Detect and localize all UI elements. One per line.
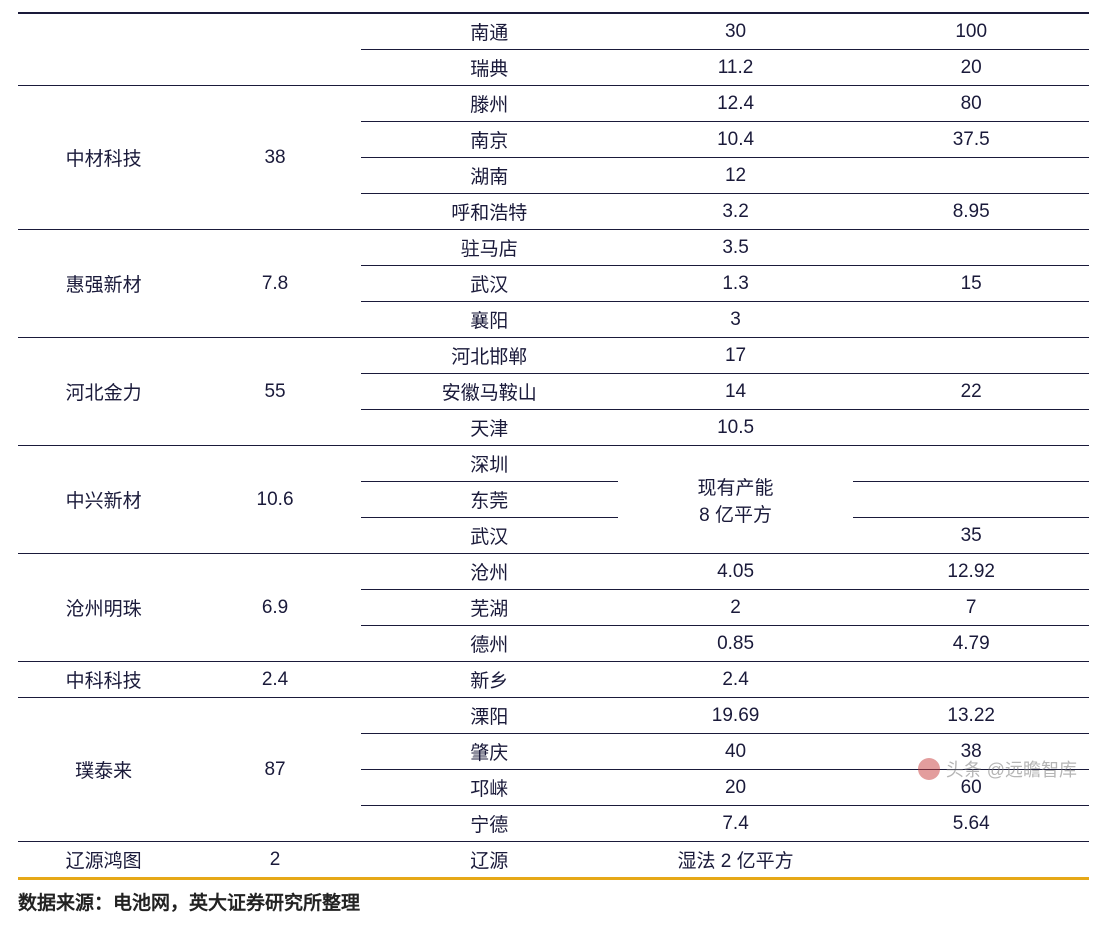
table-row: 南通30100 xyxy=(18,13,1089,50)
city-cell: 东莞 xyxy=(361,482,618,518)
city-cell: 安徽马鞍山 xyxy=(361,374,618,410)
table-row: 惠强新材7.8驻马店3.5 xyxy=(18,230,1089,266)
col5-cell: 13.22 xyxy=(853,698,1089,734)
col4-cell: 12 xyxy=(618,158,854,194)
city-cell: 辽源 xyxy=(361,842,618,879)
city-cell: 湖南 xyxy=(361,158,618,194)
col4-cell: 3.2 xyxy=(618,194,854,230)
col4-cell: 1.3 xyxy=(618,266,854,302)
city-cell: 瑞典 xyxy=(361,50,618,86)
value-cell: 6.9 xyxy=(189,554,360,662)
city-cell: 南通 xyxy=(361,13,618,50)
col5-cell: 38 xyxy=(853,734,1089,770)
city-cell: 宁德 xyxy=(361,806,618,842)
col5-cell: 4.79 xyxy=(853,626,1089,662)
table-row: 沧州明珠6.9沧州4.0512.92 xyxy=(18,554,1089,590)
table-row: 璞泰来87溧阳19.6913.22 xyxy=(18,698,1089,734)
col4-cell: 11.2 xyxy=(618,50,854,86)
company-cell: 中科科技 xyxy=(18,662,189,698)
city-cell: 新乡 xyxy=(361,662,618,698)
city-cell: 河北邯郸 xyxy=(361,338,618,374)
city-cell: 德州 xyxy=(361,626,618,662)
col4-cell: 2.4 xyxy=(618,662,854,698)
col5-cell: 8.95 xyxy=(853,194,1089,230)
col4-cell: 0.85 xyxy=(618,626,854,662)
company-cell: 河北金力 xyxy=(18,338,189,446)
col4-cell: 3 xyxy=(618,302,854,338)
col5-cell xyxy=(853,302,1089,338)
col4-cell: 30 xyxy=(618,13,854,50)
col4-cell: 12.4 xyxy=(618,86,854,122)
col4-cell: 14 xyxy=(618,374,854,410)
city-cell: 襄阳 xyxy=(361,302,618,338)
col5-cell xyxy=(853,230,1089,266)
col5-cell xyxy=(853,662,1089,698)
col5-cell xyxy=(853,410,1089,446)
col5-cell: 20 xyxy=(853,50,1089,86)
col4-cell: 3.5 xyxy=(618,230,854,266)
data-table: 南通30100瑞典11.220中材科技38滕州12.480南京10.437.5湖… xyxy=(18,12,1089,880)
col4-cell: 2 xyxy=(618,590,854,626)
city-cell: 深圳 xyxy=(361,446,618,482)
col5-cell: 100 xyxy=(853,13,1089,50)
city-cell: 驻马店 xyxy=(361,230,618,266)
company-cell: 辽源鸿图 xyxy=(18,842,189,879)
col5-cell xyxy=(853,482,1089,518)
value-cell: 7.8 xyxy=(189,230,360,338)
city-cell: 滕州 xyxy=(361,86,618,122)
city-cell: 邛崃 xyxy=(361,770,618,806)
city-cell: 呼和浩特 xyxy=(361,194,618,230)
col4-cell: 40 xyxy=(618,734,854,770)
col4-cell: 20 xyxy=(618,770,854,806)
value-cell: 87 xyxy=(189,698,360,842)
value-cell: 55 xyxy=(189,338,360,446)
company-cell: 中兴新材 xyxy=(18,446,189,554)
col4-cell: 7.4 xyxy=(618,806,854,842)
col5-cell: 60 xyxy=(853,770,1089,806)
col5-cell: 22 xyxy=(853,374,1089,410)
col5-cell xyxy=(853,338,1089,374)
col5-cell xyxy=(853,842,1089,879)
value-cell: 2.4 xyxy=(189,662,360,698)
table-row: 中兴新材10.6深圳现有产能 8 亿平方 xyxy=(18,446,1089,482)
city-cell: 肇庆 xyxy=(361,734,618,770)
col5-cell: 5.64 xyxy=(853,806,1089,842)
city-cell: 溧阳 xyxy=(361,698,618,734)
col4-cell: 4.05 xyxy=(618,554,854,590)
col4-cell: 17 xyxy=(618,338,854,374)
table-row: 河北金力55河北邯郸17 xyxy=(18,338,1089,374)
col5-cell: 7 xyxy=(853,590,1089,626)
city-cell: 武汉 xyxy=(361,518,618,554)
merged-capacity-cell: 现有产能 8 亿平方 xyxy=(618,446,854,554)
col5-cell xyxy=(853,446,1089,482)
company-cell: 璞泰来 xyxy=(18,698,189,842)
col5-cell xyxy=(853,158,1089,194)
col4-cell: 10.5 xyxy=(618,410,854,446)
city-cell: 沧州 xyxy=(361,554,618,590)
col5-cell: 80 xyxy=(853,86,1089,122)
value-cell: 10.6 xyxy=(189,446,360,554)
source-line: 数据来源：电池网，英大证券研究所整理 xyxy=(18,888,1089,915)
company-cell: 沧州明珠 xyxy=(18,554,189,662)
table-row: 辽源鸿图2辽源湿法 2 亿平方 xyxy=(18,842,1089,879)
col5-cell: 37.5 xyxy=(853,122,1089,158)
city-cell: 芜湖 xyxy=(361,590,618,626)
value-cell: 38 xyxy=(189,86,360,230)
col4-cell: 湿法 2 亿平方 xyxy=(618,842,854,879)
city-cell: 天津 xyxy=(361,410,618,446)
city-cell: 武汉 xyxy=(361,266,618,302)
col5-cell: 12.92 xyxy=(853,554,1089,590)
col5-cell: 35 xyxy=(853,518,1089,554)
company-cell: 惠强新材 xyxy=(18,230,189,338)
table-row: 中材科技38滕州12.480 xyxy=(18,86,1089,122)
col5-cell: 15 xyxy=(853,266,1089,302)
value-cell: 2 xyxy=(189,842,360,879)
col4-cell: 19.69 xyxy=(618,698,854,734)
table-row: 中科科技2.4新乡2.4 xyxy=(18,662,1089,698)
value-cell xyxy=(189,13,360,86)
company-cell xyxy=(18,13,189,86)
company-cell: 中材科技 xyxy=(18,86,189,230)
col4-cell: 10.4 xyxy=(618,122,854,158)
city-cell: 南京 xyxy=(361,122,618,158)
